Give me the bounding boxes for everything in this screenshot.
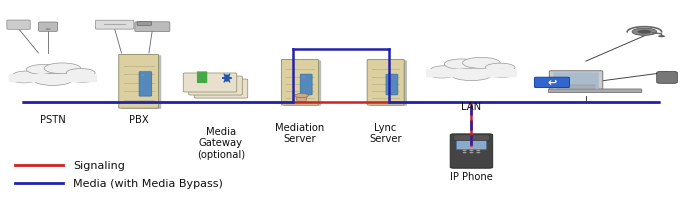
FancyBboxPatch shape xyxy=(453,135,489,141)
FancyBboxPatch shape xyxy=(197,72,207,84)
Circle shape xyxy=(462,150,466,152)
Circle shape xyxy=(637,31,651,35)
Circle shape xyxy=(469,150,473,152)
Circle shape xyxy=(389,77,391,78)
Circle shape xyxy=(451,69,492,81)
Circle shape xyxy=(462,58,500,69)
Circle shape xyxy=(485,64,515,73)
Circle shape xyxy=(469,152,473,154)
FancyBboxPatch shape xyxy=(553,73,599,89)
Text: Media (with Media Bypass): Media (with Media Bypass) xyxy=(74,178,223,188)
Circle shape xyxy=(469,148,473,150)
Circle shape xyxy=(476,152,480,154)
Circle shape xyxy=(476,148,480,150)
FancyBboxPatch shape xyxy=(284,61,321,106)
FancyBboxPatch shape xyxy=(370,61,407,106)
FancyBboxPatch shape xyxy=(535,78,569,88)
FancyBboxPatch shape xyxy=(548,90,641,93)
Circle shape xyxy=(45,29,51,31)
Text: Lync
Server: Lync Server xyxy=(369,122,402,144)
Text: PSTN: PSTN xyxy=(40,114,65,124)
FancyBboxPatch shape xyxy=(95,21,134,30)
Circle shape xyxy=(32,74,73,86)
FancyBboxPatch shape xyxy=(139,72,152,97)
FancyBboxPatch shape xyxy=(549,71,603,91)
FancyBboxPatch shape xyxy=(456,141,486,150)
FancyBboxPatch shape xyxy=(386,75,398,95)
Circle shape xyxy=(632,29,657,36)
Circle shape xyxy=(658,36,665,38)
Circle shape xyxy=(66,69,95,78)
FancyBboxPatch shape xyxy=(121,56,161,109)
FancyBboxPatch shape xyxy=(137,22,152,26)
FancyBboxPatch shape xyxy=(119,55,158,109)
Circle shape xyxy=(295,94,309,98)
Circle shape xyxy=(26,65,60,75)
FancyBboxPatch shape xyxy=(7,21,30,30)
Circle shape xyxy=(429,71,455,79)
Text: Media
Gateway
(optional): Media Gateway (optional) xyxy=(197,126,245,159)
Text: LAN: LAN xyxy=(462,102,482,112)
Text: Mediation
Server: Mediation Server xyxy=(276,122,325,144)
FancyBboxPatch shape xyxy=(300,75,312,95)
FancyBboxPatch shape xyxy=(194,80,248,99)
Circle shape xyxy=(11,76,37,83)
FancyBboxPatch shape xyxy=(367,60,404,106)
FancyBboxPatch shape xyxy=(189,77,243,95)
Polygon shape xyxy=(296,98,307,103)
Text: ↩: ↩ xyxy=(547,78,557,88)
Circle shape xyxy=(141,75,144,76)
FancyBboxPatch shape xyxy=(281,60,318,106)
Circle shape xyxy=(431,67,458,75)
Circle shape xyxy=(489,70,516,78)
Circle shape xyxy=(476,150,480,152)
FancyBboxPatch shape xyxy=(39,23,58,32)
FancyBboxPatch shape xyxy=(183,74,237,93)
Circle shape xyxy=(462,148,466,150)
Circle shape xyxy=(462,152,466,154)
Text: Signaling: Signaling xyxy=(74,160,125,170)
FancyBboxPatch shape xyxy=(657,72,677,84)
Circle shape xyxy=(444,60,479,70)
Circle shape xyxy=(302,77,305,78)
Circle shape xyxy=(69,75,96,83)
FancyBboxPatch shape xyxy=(135,23,170,32)
Circle shape xyxy=(13,72,40,80)
Text: PBX: PBX xyxy=(129,114,149,124)
Text: IP Phone: IP Phone xyxy=(450,171,493,181)
FancyBboxPatch shape xyxy=(8,75,97,83)
Circle shape xyxy=(44,64,81,74)
FancyBboxPatch shape xyxy=(426,70,517,78)
FancyBboxPatch shape xyxy=(450,134,493,169)
